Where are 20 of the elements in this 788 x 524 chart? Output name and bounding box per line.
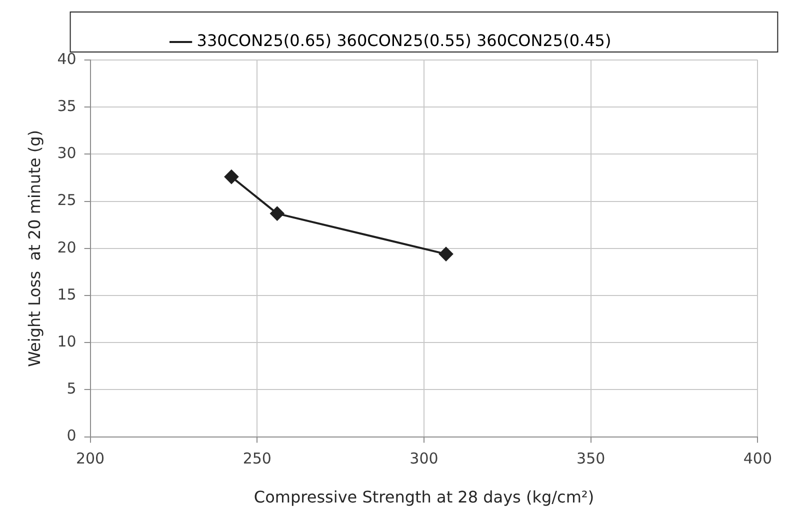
y-tick-label: 30 bbox=[57, 144, 76, 162]
y-tick-label: 20 bbox=[57, 238, 76, 256]
point bbox=[439, 247, 454, 262]
y-tick-label: 10 bbox=[57, 332, 76, 350]
y-tick-label: 25 bbox=[57, 191, 76, 210]
x-tick-label: 300 bbox=[410, 450, 438, 468]
y-tick-label: 0 bbox=[66, 426, 76, 445]
point bbox=[224, 170, 238, 184]
y-tick-label: 15 bbox=[57, 285, 76, 304]
x-tick-label: 250 bbox=[242, 450, 272, 468]
y-tick-label: 40 bbox=[57, 50, 76, 68]
point bbox=[270, 206, 284, 221]
y-axis-title: Weight Loss at 20 minute (g) bbox=[24, 130, 44, 367]
x-axis-title: Compressive Strength at 28 days (kg/cm²) bbox=[254, 488, 594, 507]
x-tick-label: 400 bbox=[743, 450, 772, 468]
x-tick-label: 350 bbox=[576, 450, 606, 468]
x-tick-label: 200 bbox=[76, 450, 105, 468]
legend-label: 330CON25(0.65) 360CON25(0.55) 360CON25(0.45) bbox=[196, 31, 612, 50]
y-tick-label: 35 bbox=[57, 96, 76, 115]
y-tick-label: 5 bbox=[66, 380, 76, 398]
